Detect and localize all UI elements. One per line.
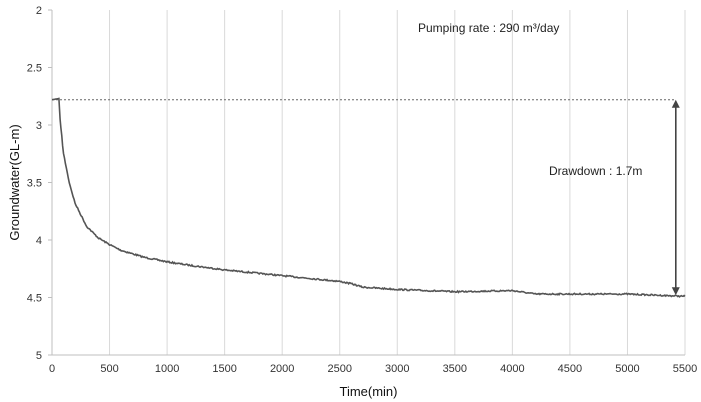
drawdown-arrow: [671, 99, 680, 296]
x-tick-label: 2500: [327, 363, 351, 375]
x-tick-label: 3500: [443, 363, 467, 375]
drawdown-arrow-head-bottom: [671, 287, 680, 296]
x-tick-label: 0: [49, 363, 55, 375]
y-tick-label: 2: [36, 5, 42, 17]
x-tick-label: 1000: [155, 363, 179, 375]
x-tick-label: 4500: [558, 363, 582, 375]
y-tick-label: 5: [36, 350, 42, 362]
drawdown-arrow-head-top: [671, 99, 680, 108]
drawdown-annotation: Drawdown : 1.7m: [549, 164, 642, 178]
y-tick-label: 3: [36, 120, 42, 132]
gridlines: [109, 10, 686, 355]
x-tick-label: 500: [100, 363, 118, 375]
x-tick-label: 5000: [615, 363, 639, 375]
x-tick-label: 1500: [212, 363, 236, 375]
y-tick-label: 4.5: [27, 293, 42, 305]
x-tick-label: 4000: [500, 363, 524, 375]
x-tick-label: 5500: [673, 363, 697, 375]
y-tick-label: 3.5: [27, 178, 42, 190]
y-tick-label: 4: [36, 235, 42, 247]
x-tick-label: 3000: [385, 363, 409, 375]
x-tick-label: 2000: [270, 363, 294, 375]
y-axis-title: Groundwater(GL-m): [7, 124, 22, 240]
pumping-rate-annotation: Pumping rate : 290 m³/day: [418, 21, 559, 35]
y-tick-label: 2.5: [27, 63, 42, 75]
y-tick-labels: 2 2.5 3 3.5 4 4.5 5: [27, 5, 52, 362]
groundwater-series-line: [51, 97, 686, 298]
x-axis-title: Time(min): [339, 384, 397, 399]
x-tick-labels: 0 500 1000 1500 2000 2500 3000 3500 4000 4500 5000…: [49, 363, 697, 375]
